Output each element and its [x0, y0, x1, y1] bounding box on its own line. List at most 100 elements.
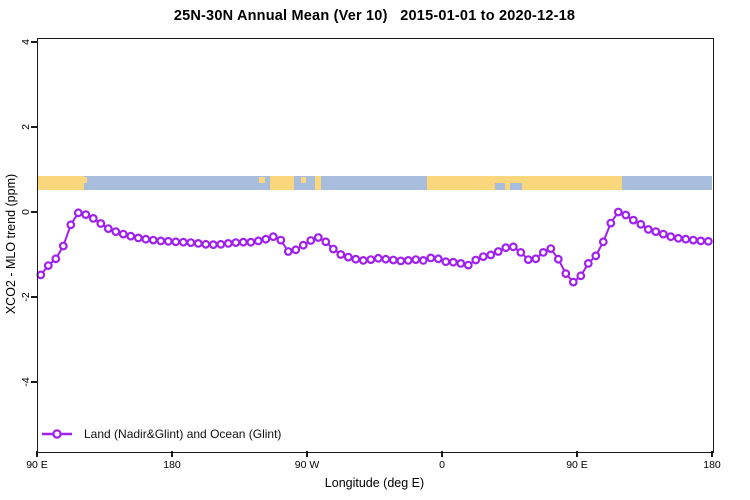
strip-land-segment	[37, 176, 84, 190]
data-point-marker	[208, 240, 218, 250]
data-point-marker	[433, 254, 443, 264]
data-point-marker	[246, 237, 256, 247]
trend-curve-svg	[36, 207, 713, 287]
data-point-marker	[463, 260, 473, 270]
x-tick-mark	[441, 451, 443, 457]
data-point-marker	[193, 238, 203, 248]
data-point-marker	[553, 254, 563, 264]
y-axis-title: XCO2 - MLO trend (ppm)	[4, 173, 18, 315]
data-point-marker	[201, 239, 211, 249]
data-point-marker	[703, 236, 713, 246]
y-tick-mark	[31, 126, 37, 128]
data-point-marker	[88, 213, 98, 223]
data-point-marker	[501, 243, 511, 253]
data-point-marker	[381, 254, 391, 264]
x-tick-mark	[171, 451, 173, 457]
y-tick-mark	[31, 381, 37, 383]
data-point-marker	[163, 236, 173, 246]
strip-land-segment	[269, 176, 294, 190]
data-point-marker	[508, 242, 518, 252]
y-tick-label: 4	[20, 39, 32, 45]
data-point-marker	[328, 244, 338, 254]
strip-ocean-notch	[509, 183, 522, 190]
strip-ocean-segment	[83, 176, 270, 190]
data-point-marker	[118, 229, 128, 239]
data-point-marker	[531, 254, 541, 264]
data-point-marker	[141, 234, 151, 244]
y-tick-label: -2	[20, 292, 32, 302]
x-tick-mark	[576, 451, 578, 457]
data-point-marker	[298, 240, 308, 250]
data-point-marker	[283, 247, 293, 256]
data-point-marker	[306, 236, 316, 245]
strip-ocean-segment	[622, 176, 712, 190]
data-point-marker	[321, 237, 331, 247]
data-point-marker	[58, 241, 68, 251]
data-point-marker	[456, 258, 466, 268]
data-point-marker	[96, 219, 106, 228]
data-point-marker	[598, 237, 608, 247]
y-tick-mark	[31, 211, 37, 213]
data-point-marker	[688, 235, 698, 245]
data-point-marker	[673, 233, 683, 243]
data-point-marker	[358, 255, 368, 265]
data-point-marker	[628, 215, 638, 225]
data-point-marker	[576, 271, 586, 281]
data-point-marker	[276, 235, 286, 245]
data-point-marker	[471, 255, 481, 265]
data-point-marker	[231, 238, 241, 248]
data-point-marker	[493, 247, 503, 256]
data-point-marker	[666, 232, 676, 242]
x-axis-title: Longitude (deg E)	[324, 476, 425, 490]
data-point-marker	[111, 227, 121, 237]
data-point-marker	[583, 258, 593, 268]
data-point-marker	[66, 220, 76, 230]
data-point-marker	[486, 250, 496, 260]
data-point-marker	[643, 224, 653, 234]
data-point-marker	[396, 256, 406, 266]
data-point-marker	[658, 229, 668, 239]
land-ocean-strip	[37, 176, 712, 190]
legend: Land (Nadir&Glint) and Ocean (Glint)	[41, 426, 281, 442]
data-point-marker	[441, 257, 451, 267]
x-tick-label: 180	[163, 459, 181, 471]
strip-ocean-notch	[494, 183, 505, 190]
strip-ocean-segment	[293, 176, 315, 190]
data-point-marker	[291, 245, 301, 255]
data-point-marker	[523, 255, 533, 265]
data-point-marker	[651, 227, 661, 237]
data-point-marker	[591, 251, 601, 261]
x-tick-label: 180	[703, 459, 721, 471]
data-point-marker	[681, 234, 691, 244]
data-point-marker	[253, 236, 263, 246]
data-point-marker	[478, 252, 488, 262]
y-tick-label: 0	[20, 209, 32, 215]
data-point-marker	[126, 231, 136, 241]
strip-land-segment	[427, 176, 622, 190]
x-tick-label: 0	[439, 459, 445, 471]
data-point-marker	[186, 238, 196, 248]
data-point-marker	[388, 255, 398, 265]
strip-land-speck	[301, 177, 306, 183]
data-point-marker	[538, 247, 548, 257]
data-point-marker	[261, 234, 271, 244]
strip-land-segment	[314, 176, 322, 190]
data-point-marker	[621, 210, 631, 220]
y-tick-mark	[31, 41, 37, 43]
data-point-marker	[156, 236, 166, 246]
data-point-marker	[403, 255, 413, 265]
data-point-marker	[73, 208, 83, 218]
data-point-marker	[366, 255, 376, 265]
data-point-marker	[171, 237, 181, 247]
data-point-marker	[148, 235, 158, 245]
data-point-marker	[36, 270, 46, 280]
x-tick-mark	[36, 451, 38, 457]
data-point-marker	[636, 219, 646, 229]
strip-land-speck	[83, 177, 88, 183]
data-point-marker	[696, 236, 706, 246]
data-point-marker	[351, 254, 361, 264]
plot-area: Land (Nadir&Glint) and Ocean (Glint)	[36, 38, 713, 451]
data-point-marker	[426, 253, 436, 263]
data-point-marker	[223, 238, 233, 248]
y-tick-mark	[31, 296, 37, 298]
